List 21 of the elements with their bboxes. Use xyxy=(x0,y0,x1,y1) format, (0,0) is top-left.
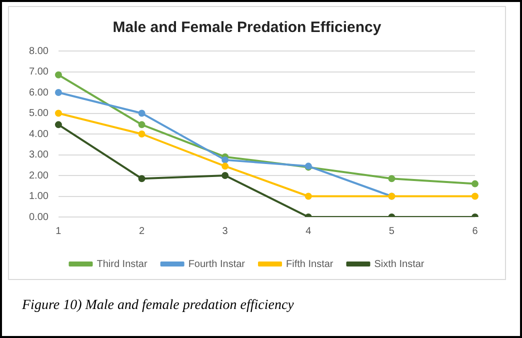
legend-label: Fifth Instar xyxy=(286,258,334,270)
x-tick-label: 4 xyxy=(306,226,312,237)
legend-label: Sixth Instar xyxy=(374,258,425,270)
x-tick-label: 6 xyxy=(472,226,478,237)
y-tick-label: 2.00 xyxy=(28,170,49,182)
legend-label: Third Instar xyxy=(96,258,148,270)
y-tick-label: 5.00 xyxy=(28,108,49,119)
legend-label: Fourth Instar xyxy=(188,258,246,270)
y-tick-label: 7.00 xyxy=(28,66,49,78)
y-tick-label: 8.00 xyxy=(28,46,49,57)
x-tick-label: 1 xyxy=(56,226,62,237)
x-tick-label: 2 xyxy=(138,226,145,237)
y-tick-label: 1.00 xyxy=(28,191,49,202)
y-tick-label: 4.00 xyxy=(28,128,49,140)
caption: Figure 10) Male and female predation efficiency xyxy=(22,298,294,314)
y-tick-label: 3.00 xyxy=(28,150,49,160)
x-tick-label: 5 xyxy=(388,226,395,237)
chart-title: Male and Female Predation Efficiency xyxy=(112,19,382,36)
x-tick-label: 3 xyxy=(222,226,228,237)
y-tick-label: 0.00 xyxy=(28,212,49,223)
y-tick-label: 6.00 xyxy=(28,87,49,98)
